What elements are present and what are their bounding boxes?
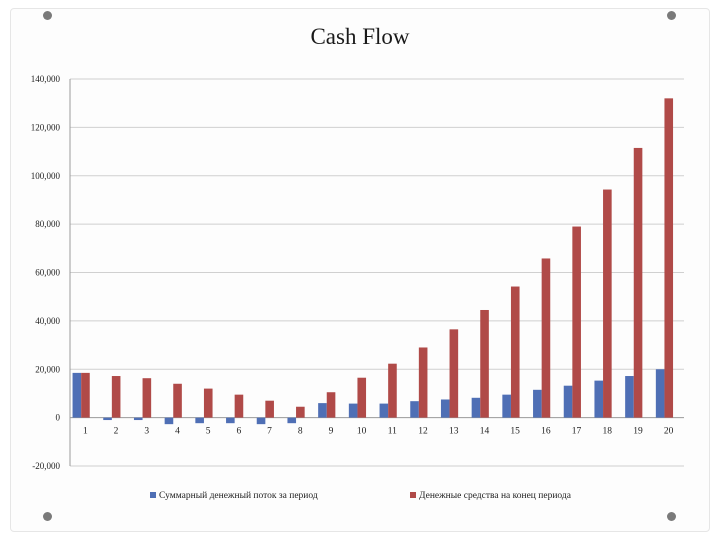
y-axis-tick-labels: -20,000 0 20,000 40,000 60,000 80,000 100,000 1…: [31, 74, 61, 471]
bar-cash-end-of-period: [142, 378, 152, 418]
bar-total-cash-flow: [256, 417, 266, 425]
x-category-label: 11: [388, 427, 397, 437]
bar-total-cash-flow: [594, 380, 604, 418]
legend: Суммарный денежный поток за период Денежн…: [150, 490, 572, 501]
bar-cash-end-of-period: [510, 286, 520, 418]
corner-dot-top-left: [43, 11, 52, 20]
x-category-label: 3: [144, 427, 149, 437]
bar-cash-end-of-period: [449, 329, 459, 418]
bar-total-cash-flow: [348, 403, 358, 418]
corner-dot-bottom-left: [43, 512, 52, 521]
x-category-label: 4: [175, 427, 180, 437]
bar-total-cash-flow: [164, 417, 174, 425]
bar-total-cash-flow: [72, 372, 82, 418]
bar-cash-end-of-period: [265, 400, 274, 418]
chart-title: Cash Flow: [310, 24, 410, 49]
bar-total-cash-flow: [103, 417, 112, 421]
x-category-label: 8: [298, 427, 303, 437]
y-tick-label: 120,000: [31, 122, 61, 132]
bar-cash-end-of-period: [633, 147, 643, 418]
bar-total-cash-flow: [410, 401, 419, 418]
legend-swatch-cash-end-of-period: [410, 492, 416, 498]
bar-total-cash-flow: [440, 399, 450, 418]
x-category-label: 7: [267, 427, 272, 437]
x-category-label: 17: [572, 427, 582, 437]
bar-total-cash-flow: [502, 394, 511, 418]
bar-cash-end-of-period: [572, 226, 581, 418]
bar-total-cash-flow: [563, 385, 573, 418]
x-category-label: 15: [510, 427, 520, 437]
x-axis-category-labels: 1 2 3 4 5 6 7 8 9 10 11 12 13 14 15 16 17 18 19 20: [83, 427, 674, 437]
y-tick-label: 0: [56, 413, 61, 423]
y-tick-label: -20,000: [32, 461, 60, 471]
x-category-label: 1: [83, 427, 88, 437]
x-category-label: 18: [603, 427, 613, 437]
bar-cash-end-of-period: [296, 406, 305, 418]
bar-cash-end-of-period: [418, 347, 428, 418]
bar-cash-end-of-period: [111, 376, 121, 418]
corner-dot-bottom-right: [667, 512, 676, 521]
x-category-label: 2: [114, 427, 119, 437]
corner-dot-top-right: [667, 11, 676, 20]
x-category-label: 13: [449, 427, 459, 437]
x-category-label: 12: [418, 427, 428, 437]
bar-cash-end-of-period: [603, 189, 612, 418]
bar-total-cash-flow: [625, 376, 634, 418]
legend-label-cash-end-of-period: Денежные средства на конец периода: [419, 491, 572, 501]
bar-cash-end-of-period: [357, 377, 367, 418]
bar-cash-end-of-period: [664, 98, 674, 418]
bar-cash-end-of-period: [541, 258, 551, 418]
y-tick-label: 140,000: [31, 74, 61, 84]
x-category-label: 10: [357, 427, 367, 437]
bar-cash-end-of-period: [326, 392, 336, 418]
x-category-label: 20: [664, 427, 674, 437]
bar-total-cash-flow: [133, 417, 143, 421]
bar-cash-end-of-period: [173, 383, 182, 418]
legend-label-total-cash-flow: Суммарный денежный поток за период: [159, 490, 318, 501]
bar-total-cash-flow: [195, 417, 204, 424]
legend-swatch-total-cash-flow: [150, 492, 156, 498]
x-category-label: 19: [633, 427, 643, 437]
y-tick-label: 100,000: [31, 171, 61, 181]
bar-total-cash-flow: [533, 389, 542, 418]
y-tick-label: 20,000: [35, 364, 60, 374]
x-category-label: 5: [206, 427, 211, 437]
bar-cash-end-of-period: [234, 394, 244, 418]
bar-total-cash-flow: [379, 403, 389, 418]
bar-layer: [72, 98, 674, 425]
grid-layer: [69, 78, 684, 467]
y-tick-label: 60,000: [35, 268, 60, 278]
bar-total-cash-flow: [226, 417, 235, 424]
bar-cash-end-of-period: [203, 388, 213, 418]
bar-cash-end-of-period: [388, 363, 397, 418]
bar-cash-end-of-period: [480, 309, 489, 418]
y-tick-label: 80,000: [35, 219, 60, 229]
slide-frame: [10, 8, 710, 532]
bar-total-cash-flow: [471, 397, 481, 418]
bar-cash-end-of-period: [81, 372, 90, 418]
y-tick-label: 40,000: [35, 316, 60, 326]
x-category-label: 9: [329, 427, 334, 437]
x-category-label: 14: [480, 427, 490, 437]
bar-total-cash-flow: [318, 403, 327, 418]
bar-total-cash-flow: [655, 369, 665, 418]
bar-total-cash-flow: [287, 417, 297, 424]
x-category-label: 16: [541, 427, 551, 437]
x-category-label: 6: [236, 427, 241, 437]
